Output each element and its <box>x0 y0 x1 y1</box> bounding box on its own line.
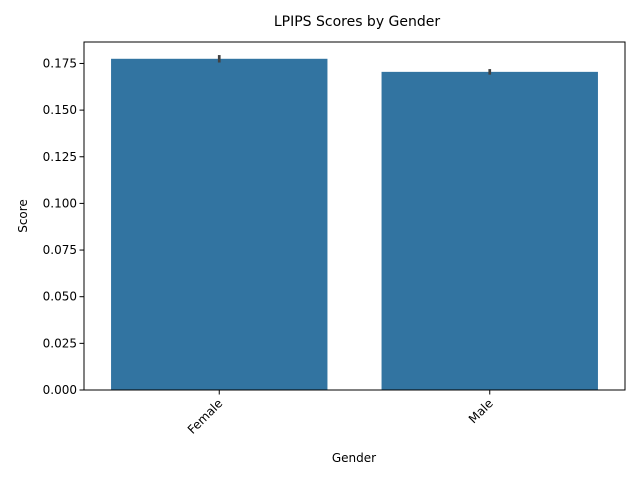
y-tick-label: 0.125 <box>43 150 77 164</box>
bars-layer <box>111 58 598 391</box>
x-axis: Female Male <box>185 390 496 437</box>
bar-male <box>381 71 598 391</box>
y-tick-label: 0.175 <box>43 56 77 70</box>
chart-title: LPIPS Scores by Gender <box>274 14 441 30</box>
y-axis: 0.000 0.025 0.050 0.075 0.100 0.125 0.150 0.175 <box>43 56 84 397</box>
plot-frame <box>83 41 626 391</box>
y-tick-label: 0.075 <box>43 243 77 257</box>
x-axis-label: Gender <box>332 451 376 465</box>
y-axis-label: Score <box>16 199 30 233</box>
bar-female <box>111 58 328 390</box>
x-tick-label-male: Male <box>466 396 496 426</box>
y-tick-label: 0.100 <box>43 196 77 210</box>
y-tick-label: 0.150 <box>43 103 77 117</box>
error-bars-layer <box>217 55 492 75</box>
y-tick-label: 0.000 <box>43 383 77 397</box>
y-tick-label: 0.050 <box>43 290 77 304</box>
x-tick-label-female: Female <box>185 396 226 437</box>
y-tick-label: 0.025 <box>43 336 77 350</box>
